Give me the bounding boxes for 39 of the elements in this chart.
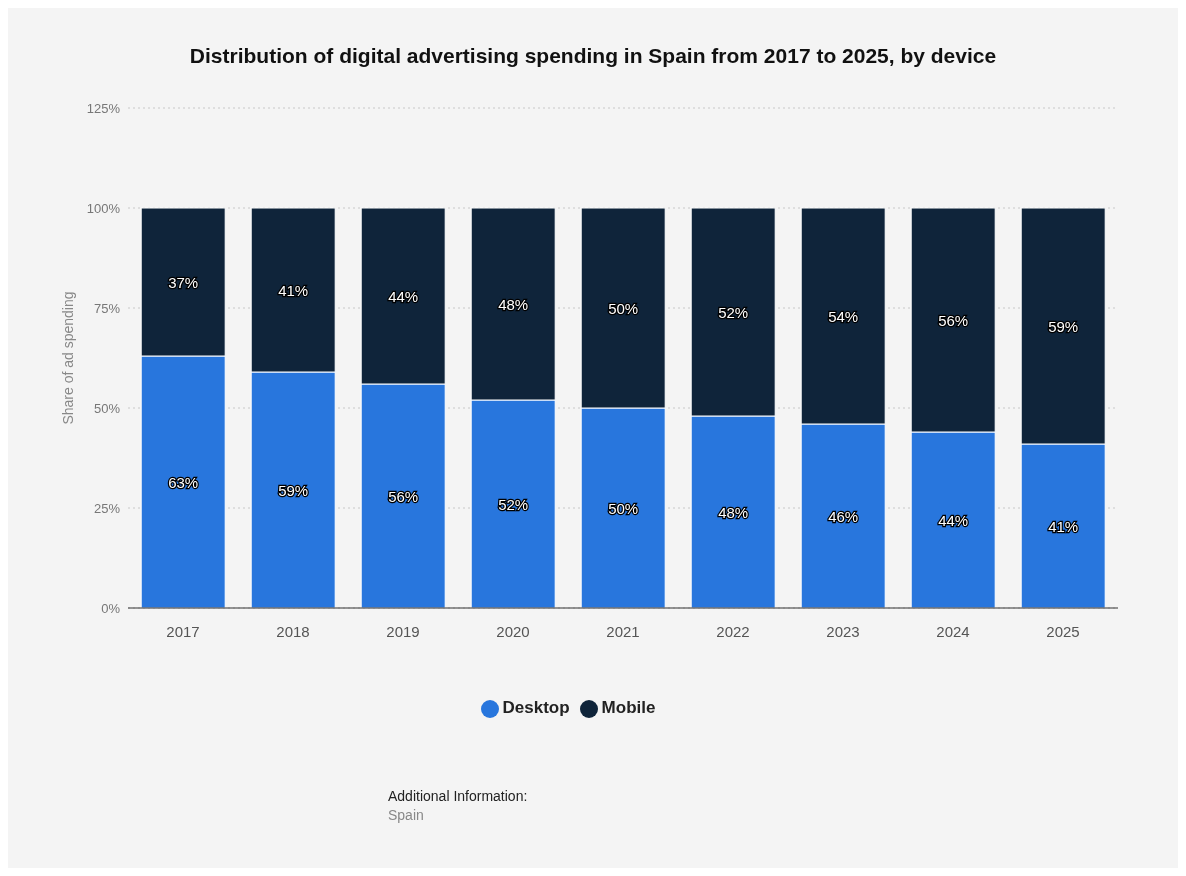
data-label: 56% bbox=[938, 311, 969, 329]
x-tick-label: 2023 bbox=[826, 622, 860, 640]
x-tick-label: 2025 bbox=[1046, 622, 1080, 640]
data-label: 59% bbox=[1048, 317, 1079, 335]
data-label: 37% bbox=[168, 273, 199, 291]
text: Additional Information: bbox=[388, 788, 528, 804]
y-tick-label: 100% bbox=[86, 200, 121, 216]
x-tick-label: 2020 bbox=[496, 622, 530, 640]
text: Spain bbox=[388, 807, 425, 823]
data-label: 50% bbox=[608, 499, 639, 517]
data-label: 48% bbox=[498, 295, 529, 313]
chart-title: Distribution of digital advertising spending in Spain from 2017 to 2025, by device bbox=[188, 43, 998, 68]
y-axis-title: Share of ad spending bbox=[59, 291, 76, 425]
y-tick-label: 125% bbox=[86, 100, 121, 116]
x-tick-label: 2019 bbox=[386, 622, 420, 640]
data-label: 50% bbox=[608, 299, 639, 317]
data-label: 44% bbox=[388, 287, 419, 305]
data-label: 44% bbox=[938, 511, 969, 529]
data-label: 41% bbox=[278, 281, 309, 299]
data-label: 52% bbox=[498, 495, 529, 513]
x-tick-label: 2017 bbox=[166, 622, 200, 640]
data-label: 56% bbox=[388, 487, 419, 505]
data-label: 54% bbox=[828, 307, 859, 325]
data-label: 41% bbox=[1048, 517, 1079, 535]
legend-label: Mobile bbox=[601, 698, 656, 717]
x-tick-label: 2021 bbox=[606, 622, 640, 640]
data-label: 48% bbox=[718, 503, 749, 521]
y-tick-label: 0% bbox=[101, 600, 121, 616]
legend-label: Desktop bbox=[502, 698, 570, 717]
data-label: 46% bbox=[828, 507, 859, 525]
x-tick-label: 2024 bbox=[936, 622, 970, 640]
x-tick-label: 2022 bbox=[716, 622, 750, 640]
data-label: 52% bbox=[718, 303, 749, 321]
y-tick-label: 50% bbox=[93, 400, 121, 416]
y-tick-label: 75% bbox=[93, 300, 121, 316]
y-tick-label: 25% bbox=[93, 500, 121, 516]
data-label: 59% bbox=[278, 481, 309, 499]
data-label: 63% bbox=[168, 473, 199, 491]
x-tick-label: 2018 bbox=[276, 622, 310, 640]
